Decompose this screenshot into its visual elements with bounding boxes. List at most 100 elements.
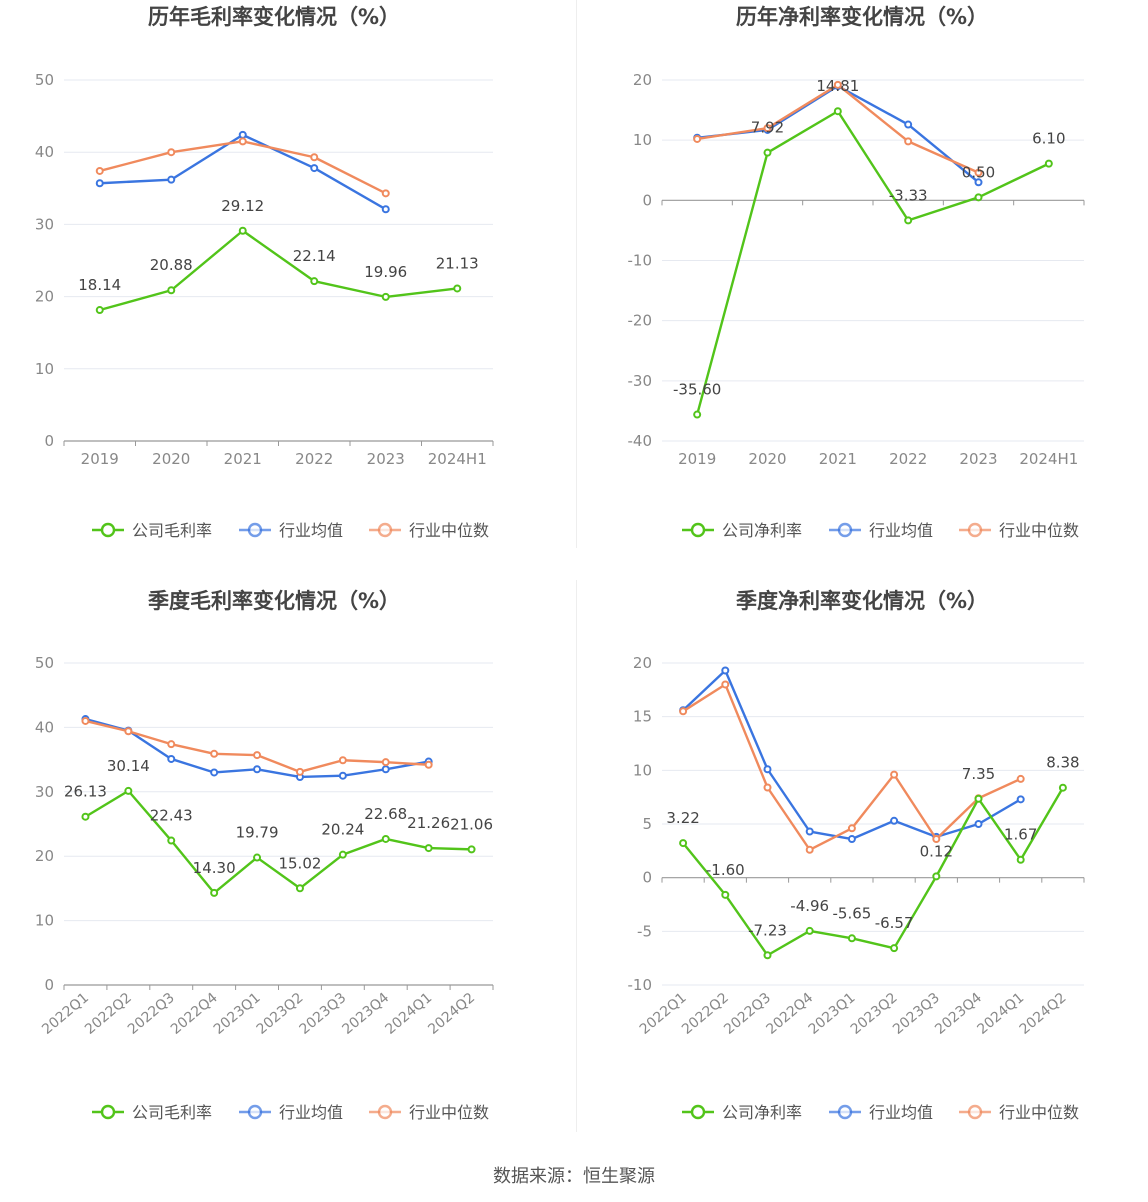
data-point-company [1016,855,1025,864]
data-label: 19.79 [236,824,279,842]
x-tick-label: 2021 [819,450,857,468]
data-point-company [124,786,133,795]
data-point-company [1044,159,1053,168]
legend-item-median: 行业中位数 [959,521,1079,540]
legend-swatch-marker [247,1104,263,1120]
x-tick-label: 2019 [678,450,716,468]
legend-item-avg: 行业均值 [239,1103,343,1122]
data-label: 3.22 [666,809,699,827]
data-point-median [295,767,304,776]
data-label: 1.67 [1004,826,1037,844]
x-tick-label: 2023Q2 [848,990,901,1038]
x-tick-label: 2022Q1 [637,990,690,1038]
data-point-company [295,884,304,893]
data-point-median [124,727,133,736]
x-tick-label: 2022Q3 [125,990,178,1038]
x-tick-label: 2019 [81,450,119,468]
x-tick-label: 2024Q2 [1017,990,1070,1038]
data-label: 7.35 [962,765,995,783]
data-point-company [167,286,176,295]
data-point-company [467,845,476,854]
x-tick-label: 2024H1 [428,450,487,468]
data-point-company [381,834,390,843]
series-line-company [99,229,458,312]
data-point-avg [253,765,262,774]
data-label: 15.02 [278,854,321,872]
x-tick-label: 2022Q2 [679,990,732,1038]
data-point-company [890,944,899,953]
y-tick-label: 10 [633,761,652,779]
legend-swatch-marker [247,522,263,538]
data-point-company [210,888,219,897]
legend-label: 公司毛利率 [132,521,212,540]
x-tick-label: 2024H1 [1019,450,1078,468]
x-tick-label: 2020 [748,450,786,468]
y-tick-label: 30 [35,783,54,801]
y-tick-label: -5 [637,922,652,940]
legend-item-company: 公司毛利率 [92,1103,212,1122]
legend-item-avg: 行业均值 [829,521,933,540]
panel-divider [576,0,577,548]
data-point-company [338,850,347,859]
data-label: -3.33 [889,186,928,204]
chart-title: 季度毛利率变化情况（%） [148,589,400,613]
data-point-company [805,926,814,935]
data-label: 30.14 [107,757,150,775]
data-label: 0.50 [962,163,995,181]
data-point-median [238,137,247,146]
x-tick-label: 2022Q3 [721,990,774,1038]
chart-title: 历年净利率变化情况（%） [736,5,988,29]
data-label: 14.81 [816,77,859,95]
data-point-median [310,153,319,162]
data-label: -4.96 [790,897,829,915]
data-point-median [721,680,730,689]
data-label: 20.88 [150,256,193,274]
y-tick-label: 0 [642,869,652,887]
y-tick-label: 10 [35,360,54,378]
legend-swatch-marker [377,1104,393,1120]
data-label: 6.10 [1032,130,1065,148]
y-tick-label: 40 [35,143,54,161]
data-point-median [763,783,772,792]
legend-item-avg: 行业均值 [239,521,343,540]
chart-quarterly-gross-margin: 季度毛利率变化情况（%） 0 10 20 30 40 50 2022Q1 2022Q2 2022Q… [0,582,576,1142]
data-point-median [847,824,856,833]
chart-annual-gross-margin: 历年毛利率变化情况（%） 0 10 20 30 40 50 2019 2020 2021 2022 2… [0,0,576,560]
y-tick-label: 0 [44,432,54,450]
data-label: 29.12 [221,197,264,215]
x-tick-label: 2023 [367,450,405,468]
legend-swatch-marker [837,522,853,538]
panel-divider [576,580,577,1132]
y-tick-label: 0 [44,976,54,994]
legend-item-median: 行业中位数 [959,1103,1079,1122]
legend-label: 行业均值 [279,1103,343,1122]
series-line-company [682,787,1064,957]
data-point-company [679,839,688,848]
data-label: -1.60 [706,861,745,879]
legend-label: 公司净利率 [722,1103,802,1122]
legend-swatch-marker [967,522,983,538]
data-label: 20.24 [321,821,364,839]
x-tick-label: 2022 [295,450,333,468]
data-point-avg [974,820,983,828]
data-point-company [95,306,104,315]
x-tick-label: 2022Q4 [168,990,221,1038]
legend-label: 行业均值 [869,1103,933,1122]
series-line-company [696,110,1050,415]
data-point-median [81,716,90,725]
data-point-avg [974,178,983,187]
legend-item-company: 公司毛利率 [92,521,212,540]
data-point-median [890,770,899,779]
legend-swatch-marker [100,1104,116,1120]
data-label: 19.96 [364,263,407,281]
data-point-avg [210,768,219,777]
data-point-company [238,226,247,235]
data-point-median [693,134,702,143]
chart-title: 季度净利率变化情况（%） [736,589,988,613]
x-tick-label: 2022Q4 [763,990,816,1038]
y-tick-label: 20 [633,654,652,672]
legend-swatch-marker [377,522,393,538]
y-tick-label: -30 [628,372,653,390]
data-point-company [167,836,176,845]
data-point-avg [721,666,730,675]
